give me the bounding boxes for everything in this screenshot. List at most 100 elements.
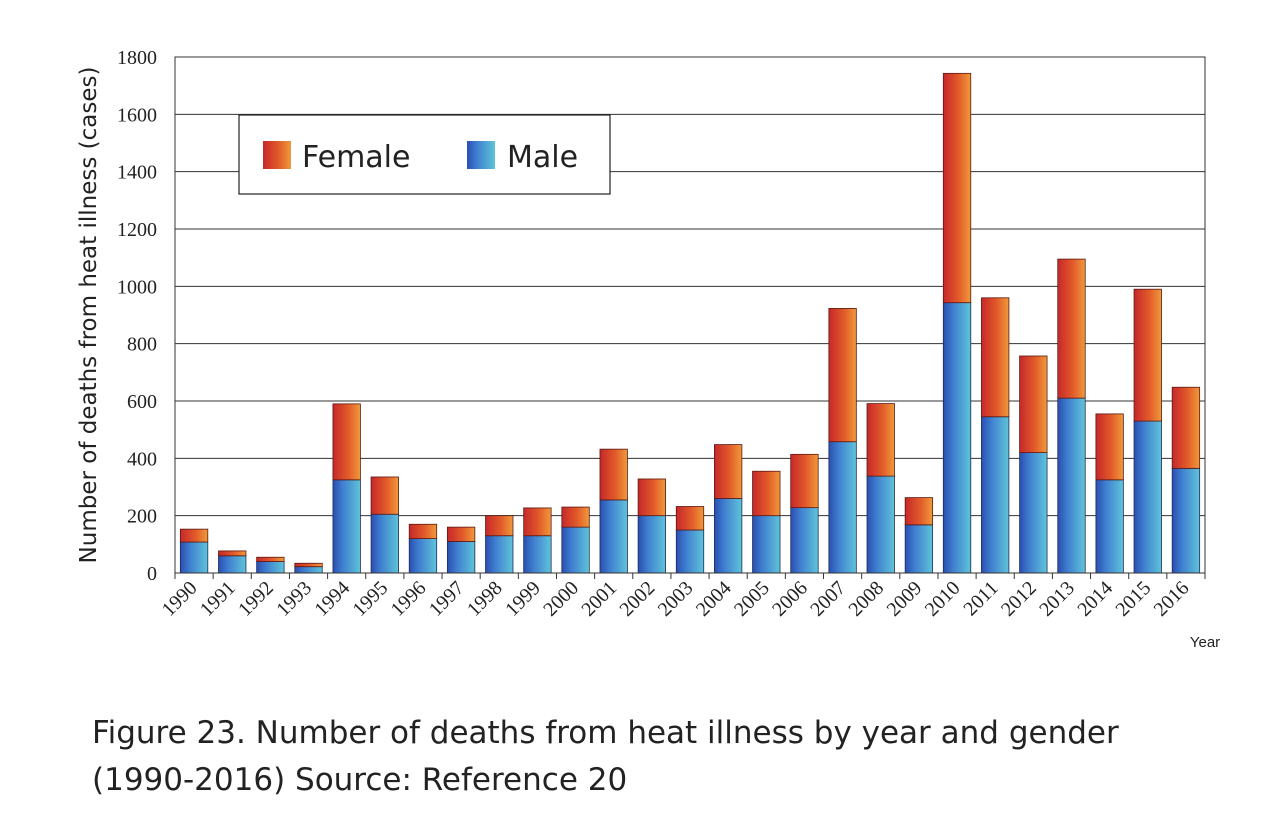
bar-male <box>1095 479 1124 574</box>
y-tick-labels: 0 200 400 600 800 1000 1200 1400 1600 1800 <box>117 47 157 585</box>
legend-swatch-female <box>263 141 291 169</box>
bar-male <box>332 479 361 574</box>
x-tick-label: 2012 <box>997 577 1041 621</box>
caption-line-2: (1990-2016) Source: Reference 20 <box>92 762 628 798</box>
legend-label-female: Female <box>302 140 410 175</box>
legend-box <box>238 114 611 195</box>
figure-caption: Figure 23. Number of deaths from heat il… <box>92 710 1242 804</box>
bar-male <box>256 561 285 574</box>
bar-female <box>485 515 514 537</box>
legend-swatch-male <box>467 141 495 169</box>
bar-female <box>942 72 972 304</box>
x-tick-label: 1990 <box>158 577 202 621</box>
y-tick-label: 1600 <box>117 104 157 126</box>
bar-female <box>1171 386 1201 469</box>
x-tick-label: 1994 <box>310 577 354 621</box>
bar-male <box>866 475 895 574</box>
x-tick-label: 2007 <box>806 577 850 621</box>
bar-male <box>790 507 819 574</box>
y-tick-label: 1000 <box>117 276 157 298</box>
bar-female <box>370 476 399 515</box>
bar-female <box>714 444 743 499</box>
caption-line-1: Figure 23. Number of deaths from heat il… <box>92 715 1119 751</box>
legend: Female Male <box>238 114 611 195</box>
y-tick-label: 400 <box>127 448 157 470</box>
bar-female <box>599 448 628 501</box>
bar-female <box>561 506 590 528</box>
bar-female <box>179 528 209 543</box>
legend-label-male: Male <box>507 140 578 175</box>
bars-group <box>179 72 1201 574</box>
bar-male <box>1057 397 1086 574</box>
bar-female <box>828 308 857 443</box>
x-tick-label: 2006 <box>768 577 812 621</box>
y-axis-label: Number of deaths from heat illness (case… <box>76 67 102 564</box>
y-tick-label: 600 <box>127 391 157 413</box>
bar-male <box>981 416 1010 574</box>
bar-male <box>523 535 552 574</box>
bar-female <box>866 403 895 477</box>
bar-male <box>828 441 857 574</box>
y-tick-label: 0 <box>147 563 157 585</box>
bar-male <box>561 526 590 574</box>
y-tick-label: 1200 <box>117 219 157 241</box>
bar-male <box>714 498 743 574</box>
y-tick-label: 200 <box>127 506 157 528</box>
x-tick-label: 2016 <box>1150 577 1194 621</box>
x-tick-label: 1995 <box>349 577 393 621</box>
y-tick-label: 1800 <box>117 47 157 69</box>
bar-male <box>675 529 705 574</box>
bar-female <box>1095 413 1124 481</box>
x-tick-label: 1999 <box>501 577 545 621</box>
bar-female <box>218 550 247 557</box>
bar-female <box>523 507 552 537</box>
x-tick-label: 2009 <box>883 577 927 621</box>
x-tick-label: 2001 <box>577 577 621 621</box>
bar-female <box>408 523 438 539</box>
bar-male <box>752 515 781 574</box>
bar-female <box>1133 288 1162 422</box>
bar-male <box>1133 420 1162 574</box>
bar-male <box>485 535 514 574</box>
bar-female <box>446 526 476 542</box>
bar-female <box>637 478 666 517</box>
x-tick-label: 1997 <box>425 577 469 621</box>
bar-female <box>981 297 1010 418</box>
bar-male <box>904 524 934 574</box>
bar-female <box>332 403 361 481</box>
bar-male <box>179 541 209 574</box>
bar-male <box>294 566 323 574</box>
bar-male <box>1171 467 1201 574</box>
bar-female <box>1057 258 1086 399</box>
bar-female <box>790 453 819 509</box>
bar-male <box>1019 452 1048 574</box>
bar-male <box>218 555 247 574</box>
plot-frame <box>174 56 1206 574</box>
bar-female <box>904 497 934 526</box>
x-tick-label: 2005 <box>730 577 774 621</box>
x-tick-label: 1992 <box>234 577 278 621</box>
x-tick-label: 2014 <box>1073 577 1117 621</box>
x-tick-label: 2000 <box>539 577 583 621</box>
x-tick-label: 2004 <box>692 577 736 621</box>
x-tick-labels: 1990199119921993199419951996199719981999… <box>158 573 1206 621</box>
bar-male <box>942 302 972 574</box>
x-tick-label: 2015 <box>1111 577 1155 621</box>
x-axis-label: Year <box>1190 634 1220 651</box>
y-tick-label: 1400 <box>117 162 157 184</box>
x-tick-label: 1998 <box>463 577 507 621</box>
x-tick-label: 2010 <box>921 577 965 621</box>
bar-male <box>637 515 666 574</box>
bar-female <box>256 556 285 562</box>
x-tick-label: 1996 <box>387 577 431 621</box>
bar-female <box>752 470 781 517</box>
bar-female <box>294 562 323 568</box>
x-tick-label: 2002 <box>616 577 660 621</box>
x-tick-label: 2013 <box>1035 577 1079 621</box>
bar-female <box>1019 355 1048 454</box>
x-tick-label: 1991 <box>196 577 240 621</box>
bar-male <box>446 541 476 574</box>
x-tick-label: 1993 <box>272 577 316 621</box>
bar-male <box>599 499 628 574</box>
